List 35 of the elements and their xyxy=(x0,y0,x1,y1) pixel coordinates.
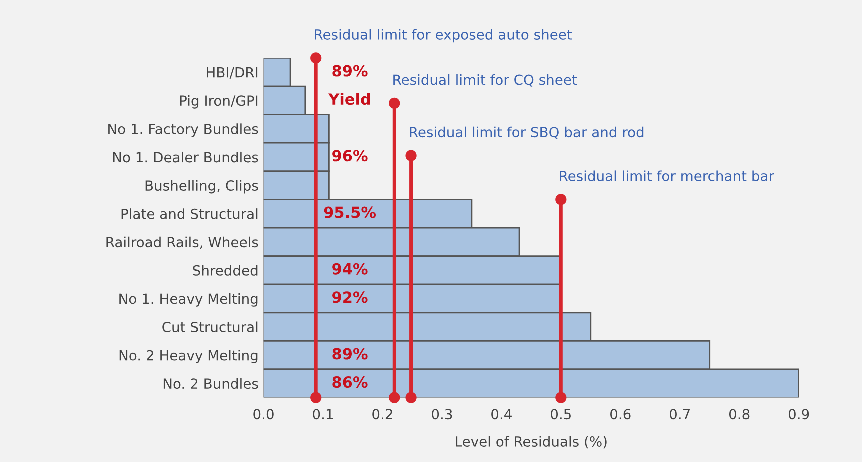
ref-line-label: Residual limit for SBQ bar and rod xyxy=(410,126,644,140)
y-tick-label: Cut Structural xyxy=(162,322,258,333)
annotation: 94% xyxy=(332,263,368,275)
annotation: Yield xyxy=(328,93,370,106)
x-tick-label: 0.9 xyxy=(788,409,810,420)
x-tick-label: 0.5 xyxy=(551,409,571,420)
y-tick-label: Shredded xyxy=(193,265,258,276)
x-tick-label: 0.0 xyxy=(254,409,274,420)
x-tick-label: 0.7 xyxy=(670,409,690,420)
y-tick-label: No 1. Heavy Melting xyxy=(120,293,258,307)
y-tick-label: No. 2 Bundles xyxy=(164,378,258,390)
ref-line-label: Residual limit for merchant bar xyxy=(560,170,774,182)
ref-line-label: Residual limit for CQ sheet xyxy=(394,74,578,87)
x-tick-label: 0.8 xyxy=(729,409,750,420)
y-tick-label: Railroad Rails, Wheels xyxy=(106,236,258,250)
y-tick-label: Bushelling, Clips xyxy=(146,180,258,194)
annotation: 92% xyxy=(332,292,368,304)
y-tick-label: Plate and Structural xyxy=(122,208,258,220)
x-axis-title: Level of Residuals (%) xyxy=(456,436,607,449)
annotation: 86% xyxy=(332,376,368,388)
x-tick-label: 0.3 xyxy=(432,409,452,420)
annotation: 89% xyxy=(332,348,368,360)
y-tick-label: No. 2 Heavy Melting xyxy=(120,350,258,364)
x-tick-label: 0.2 xyxy=(372,409,392,420)
y-tick-label: No 1. Dealer Bundles xyxy=(113,152,258,163)
annotation: 89% xyxy=(332,65,368,77)
y-tick-label: No 1. Factory Bundles xyxy=(108,124,258,138)
y-tick-label: HBI/DRI xyxy=(207,68,258,79)
y-tick-label: Pig Iron/GPI xyxy=(180,95,258,109)
x-tick-label: 0.6 xyxy=(610,409,631,420)
x-tick-label: 0.1 xyxy=(313,409,334,420)
ref-line-label: Residual limit for exposed auto sheet xyxy=(315,29,572,43)
annotation: 95.5% xyxy=(324,206,376,218)
annotation: 96% xyxy=(332,150,368,162)
x-tick-label: 0.4 xyxy=(492,409,512,420)
